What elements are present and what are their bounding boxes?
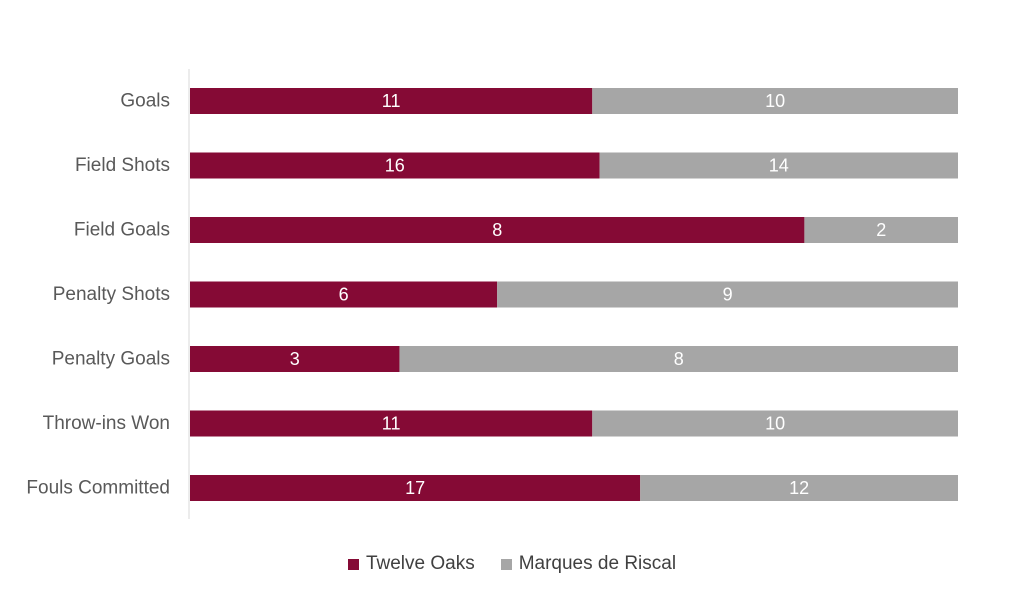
bar-segment-series-2 [592,410,958,437]
bar-segment-series-1 [190,152,600,179]
legend-label-series-2: Marques de Riscal [518,553,677,574]
bar-segment-series-1 [190,217,805,243]
legend-item-series-1: Twelve Oaks [347,553,475,575]
data-label-series-1: 8 [492,220,502,240]
data-label-series-2: 8 [674,349,684,369]
category-label: Goals [120,91,170,112]
category-label: Field Goals [74,220,170,241]
bar-segment-series-1 [190,475,641,501]
data-label-series-1: 17 [405,478,425,498]
data-label-series-2: 9 [723,285,733,305]
bar-segment-series-2 [399,346,958,372]
bar-segment-series-1 [190,346,400,372]
data-label-series-1: 16 [385,156,405,176]
category-label: Fouls Committed [26,478,170,499]
data-label-series-2: 10 [765,91,785,111]
legend-label-series-1: Twelve Oaks [365,553,475,574]
legend-swatch-series-2 [500,558,512,570]
data-label-series-2: 10 [765,414,785,434]
category-label-group: Goals Field Shots Field Goals Penalty Shots… [26,91,170,499]
legend-item-series-2: Marques de Riscal [500,553,677,575]
category-label: Penalty Goals [52,349,170,370]
bar-group [190,88,958,501]
data-label-series-1: 6 [339,285,349,305]
bar-segment-series-2 [599,152,958,179]
category-label: Field Shots [75,155,170,176]
data-label-series-2: 12 [789,478,809,498]
legend-swatch-series-1 [347,558,359,570]
data-label-series-2: 14 [769,156,789,176]
bar-segment-series-2 [804,217,958,243]
stacked-bar-chart: Goals Field Shots Field Goals Penalty Shots… [26,69,958,519]
bar-segment-series-2 [497,281,958,308]
bar-segment-series-1 [190,281,498,308]
data-label-series-1: 3 [290,349,300,369]
legend: Twelve Oaks Marques de Riscal [0,553,1024,575]
bar-segment-series-1 [190,410,593,437]
bar-segment-series-2 [640,475,958,501]
data-label-series-1: 11 [382,91,401,111]
data-label-group: 11 10 16 14 8 2 6 9 3 8 11 10 17 12 [290,91,886,498]
bar-segment-series-1 [190,88,593,114]
data-label-series-2: 2 [876,220,886,240]
bar-segment-series-2 [592,88,958,114]
category-label: Throw-ins Won [43,413,170,434]
data-label-series-1: 11 [382,414,401,434]
category-label: Penalty Shots [53,284,170,305]
